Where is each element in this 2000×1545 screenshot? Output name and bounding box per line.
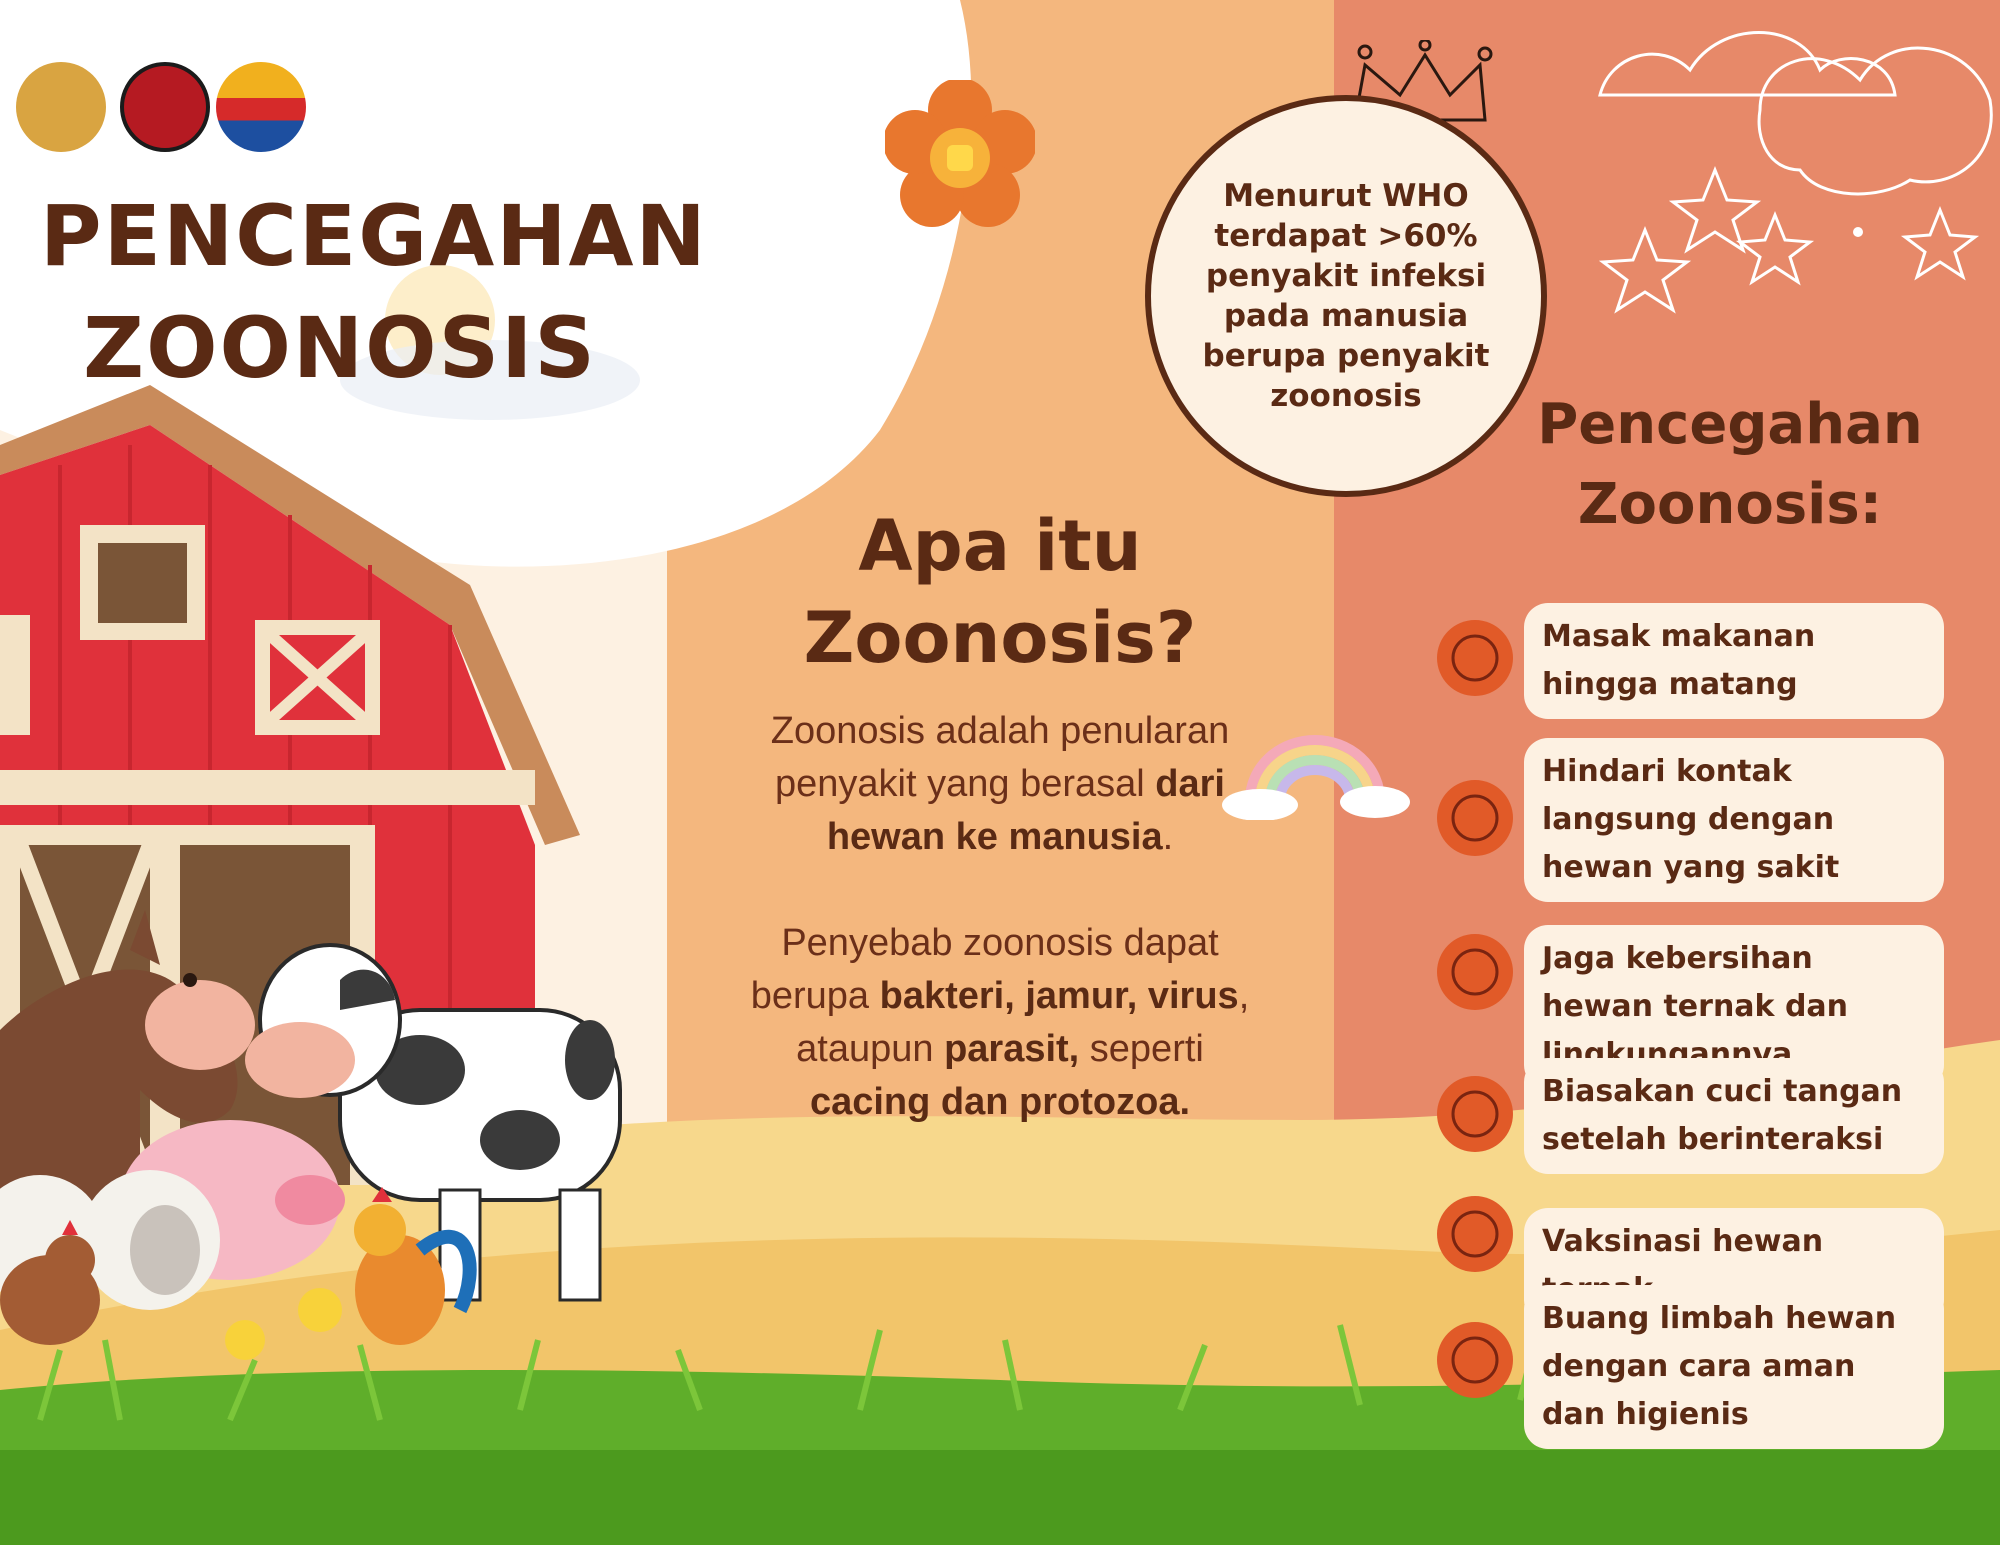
prevention-tip-text: Jaga kebersihan hewan ternak dan lingkun… — [1542, 941, 1849, 1072]
body-text: Penyebab zoonosis dapat berupa — [750, 922, 1219, 1017]
prevention-tip: Masak makanan hingga matang — [1524, 603, 1944, 719]
question-line-1: Apa itu — [858, 505, 1142, 587]
prevention-heading: Pencegahan Zoonosis: — [1510, 385, 1950, 545]
prevention-line-2: Zoonosis: — [1577, 472, 1883, 537]
who-fact-text: Menurut WHO terdapat >60% penyakit infek… — [1202, 178, 1490, 414]
flower-icon — [885, 80, 1035, 227]
research-center-logo — [120, 62, 210, 152]
who-fact-badge: Menurut WHO terdapat >60% penyakit infek… — [1145, 95, 1547, 497]
body-text: Zoonosis adalah penularan penyakit yang … — [770, 710, 1230, 805]
prevention-tip: Hindari kontak langsung dengan hewan yan… — [1524, 738, 1944, 902]
university-crest-logo — [16, 62, 106, 152]
no-touch-hand-icon — [1437, 780, 1513, 856]
syringe-vaccine-icon — [1437, 1196, 1513, 1272]
question-line-2: Zoonosis? — [803, 597, 1197, 679]
prevention-tip-text: Hindari kontak langsung dengan hewan yan… — [1542, 754, 1840, 885]
title-line-1: PENCEGAHAN — [40, 187, 708, 285]
prevention-tip-text: Masak makanan hingga matang — [1542, 619, 1816, 702]
body-text: , ataupun — [796, 975, 1250, 1070]
cooking-pan-icon — [1437, 620, 1513, 696]
prevention-tip-text: Biasakan cuci tangan setelah berinteraks… — [1542, 1074, 1903, 1157]
emphasis-text: cacing dan protozoa. — [809, 1081, 1191, 1123]
emphasis-text: bakteri, jamur, virus — [879, 975, 1239, 1017]
causes-paragraph: Penyebab zoonosis dapat berupa bakteri, … — [750, 917, 1250, 1129]
prevention-line-1: Pencegahan — [1537, 392, 1923, 457]
prevention-tip: Buang limbah hewan dengan cara aman dan … — [1524, 1285, 1944, 1449]
body-text: . — [1162, 816, 1174, 858]
waste-bin-icon — [1437, 1322, 1513, 1398]
definition-text: Zoonosis adalah penularan penyakit yang … — [750, 705, 1250, 1129]
prevention-tip-text: Buang limbah hewan dengan cara aman dan … — [1542, 1301, 1897, 1432]
crown-icon — [1353, 40, 1493, 122]
emphasis-text: dari hewan ke manusia — [826, 763, 1225, 858]
body-text: seperti — [1079, 1028, 1204, 1070]
hand-wash-icon — [1437, 1076, 1513, 1152]
rainbow-icon — [1222, 735, 1410, 820]
sun-icon — [340, 265, 640, 420]
community-program-logo — [216, 62, 306, 152]
question-heading: Apa itu Zoonosis? — [700, 500, 1300, 684]
title-line-2: ZOONOSIS — [83, 299, 597, 397]
sparkle-clean-icon — [1437, 934, 1513, 1010]
emphasis-text: parasit, — [944, 1028, 1080, 1070]
definition-paragraph: Zoonosis adalah penularan penyakit yang … — [750, 705, 1250, 864]
farm-animals-illustration — [0, 910, 622, 1360]
prevention-tip: Biasakan cuci tangan setelah berinteraks… — [1524, 1058, 1944, 1174]
page-title: PENCEGAHAN ZOONOSIS — [40, 180, 708, 404]
doodle-clouds-stars — [1598, 31, 1993, 314]
